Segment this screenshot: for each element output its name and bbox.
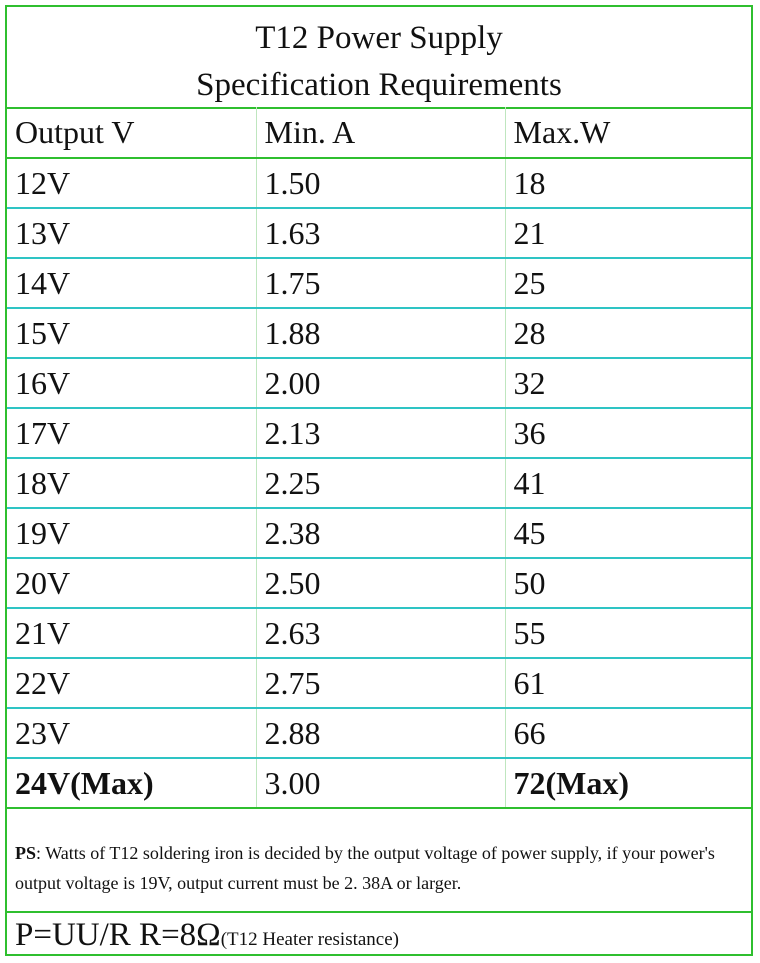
cell-max-w: 45 bbox=[504, 508, 751, 559]
table-row: 14V 1.75 25 bbox=[7, 258, 751, 309]
cell-min-a: 2.25 bbox=[255, 458, 505, 509]
table-body: 12V 1.50 18 13V 1.63 21 14V 1.75 25 15V 1.88 28 16V 2… bbox=[7, 158, 751, 809]
header-output-v: Output V bbox=[7, 107, 256, 159]
cell-max-w: 72(Max) bbox=[504, 758, 751, 809]
formula-sub: (T12 Heater resistance) bbox=[220, 929, 399, 950]
table-row: 20V 2.50 50 bbox=[7, 558, 751, 609]
header-min-a: Min. A bbox=[255, 107, 505, 159]
formula-main: P=UU/R R=8Ω bbox=[15, 917, 221, 953]
cell-output-v: 19V bbox=[7, 508, 256, 559]
cell-min-a: 1.88 bbox=[255, 308, 505, 359]
title-line-2: Specification Requirements bbox=[196, 67, 562, 103]
title-line-1: T12 Power Supply bbox=[255, 20, 503, 56]
table-row: 21V 2.63 55 bbox=[7, 608, 751, 659]
note-text: : Watts of T12 soldering iron is decided… bbox=[15, 843, 715, 893]
cell-max-w: 21 bbox=[504, 208, 751, 259]
header-max-w: Max.W bbox=[504, 107, 751, 159]
cell-min-a: 2.88 bbox=[255, 708, 505, 759]
cell-max-w: 32 bbox=[504, 358, 751, 409]
cell-max-w: 41 bbox=[504, 458, 751, 509]
cell-min-a: 2.75 bbox=[255, 658, 505, 709]
formula: P=UU/R R=8Ω(T12 Heater resistance) bbox=[15, 915, 399, 960]
table-row: 19V 2.38 45 bbox=[7, 508, 751, 559]
title-block: T12 Power Supply Specification Requireme… bbox=[7, 7, 751, 109]
cell-min-a: 2.13 bbox=[255, 408, 505, 459]
cell-min-a: 2.63 bbox=[255, 608, 505, 659]
table-row: 18V 2.25 41 bbox=[7, 458, 751, 509]
ps-note: PS: Watts of T12 soldering iron is decid… bbox=[7, 813, 751, 913]
cell-max-w: 25 bbox=[504, 258, 751, 309]
cell-output-v: 16V bbox=[7, 358, 256, 409]
cell-max-w: 18 bbox=[504, 158, 751, 209]
cell-max-w: 50 bbox=[504, 558, 751, 609]
cell-output-v: 22V bbox=[7, 658, 256, 709]
cell-output-v: 14V bbox=[7, 258, 256, 309]
spec-table: Output V Min. A Max.W 12V 1.50 18 13V 1.63 21… bbox=[7, 107, 751, 809]
cell-min-a: 2.00 bbox=[255, 358, 505, 409]
table-row: 24V(Max) 3.00 72(Max) bbox=[7, 758, 751, 809]
cell-min-a: 3.00 bbox=[255, 758, 505, 809]
cell-min-a: 2.38 bbox=[255, 508, 505, 559]
table-row: 13V 1.63 21 bbox=[7, 208, 751, 259]
cell-output-v: 21V bbox=[7, 608, 256, 659]
table-row: 22V 2.75 61 bbox=[7, 658, 751, 709]
cell-min-a: 1.75 bbox=[255, 258, 505, 309]
table-row: 17V 2.13 36 bbox=[7, 408, 751, 459]
note-prefix: PS bbox=[15, 843, 37, 863]
cell-output-v: 12V bbox=[7, 158, 256, 209]
cell-max-w: 36 bbox=[504, 408, 751, 459]
cell-min-a: 1.50 bbox=[255, 158, 505, 209]
cell-output-v: 24V(Max) bbox=[7, 758, 256, 809]
cell-output-v: 13V bbox=[7, 208, 256, 259]
spec-sheet: T12 Power Supply Specification Requireme… bbox=[5, 5, 753, 956]
cell-output-v: 15V bbox=[7, 308, 256, 359]
table-row: 23V 2.88 66 bbox=[7, 708, 751, 759]
cell-max-w: 55 bbox=[504, 608, 751, 659]
table-row: 16V 2.00 32 bbox=[7, 358, 751, 409]
table-row: 15V 1.88 28 bbox=[7, 308, 751, 359]
cell-min-a: 1.63 bbox=[255, 208, 505, 259]
cell-output-v: 17V bbox=[7, 408, 256, 459]
cell-max-w: 66 bbox=[504, 708, 751, 759]
cell-output-v: 20V bbox=[7, 558, 256, 609]
cell-min-a: 2.50 bbox=[255, 558, 505, 609]
table-row: 12V 1.50 18 bbox=[7, 158, 751, 209]
cell-output-v: 18V bbox=[7, 458, 256, 509]
table-header-row: Output V Min. A Max.W bbox=[7, 107, 751, 159]
cell-max-w: 61 bbox=[504, 658, 751, 709]
cell-output-v: 23V bbox=[7, 708, 256, 759]
cell-max-w: 28 bbox=[504, 308, 751, 359]
